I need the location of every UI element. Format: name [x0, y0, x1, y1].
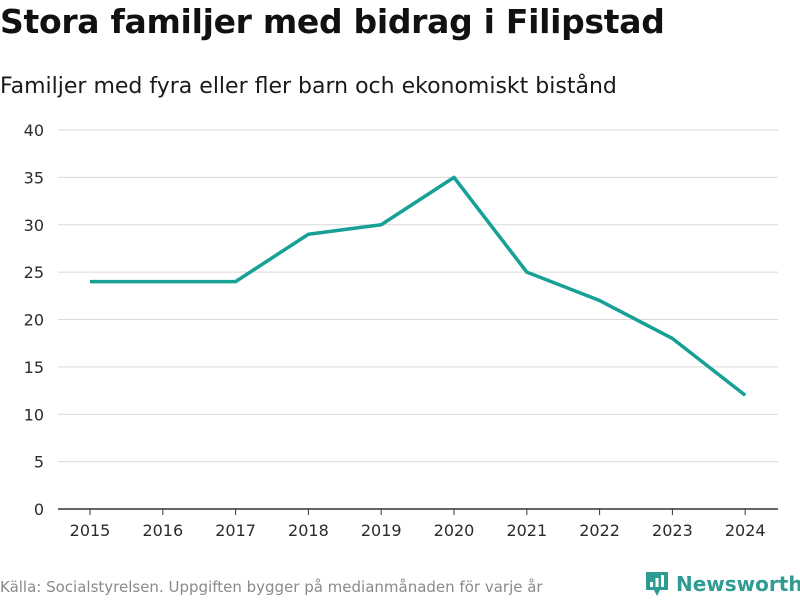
y-tick-label: 30 [24, 216, 44, 235]
x-tick-label: 2019 [361, 521, 402, 540]
y-tick-label: 20 [24, 311, 44, 330]
x-axis-ticks: 2015 2016 2017 2018 2019 2020 2021 2022 2023 2024 [70, 509, 766, 540]
x-tick-label: 2023 [652, 521, 693, 540]
gridlines [58, 129, 778, 463]
y-tick-label: 35 [24, 168, 44, 187]
y-tick-label: 25 [24, 263, 44, 282]
x-tick-label: 2017 [215, 521, 256, 540]
y-tick-label: 15 [24, 358, 44, 377]
x-tick-label: 2016 [142, 521, 183, 540]
chart-subtitle: Familjer med fyra eller fler barn och ek… [0, 74, 617, 99]
brand-name: Newsworthy [676, 572, 800, 596]
x-tick-label: 2024 [725, 521, 766, 540]
brand-logo: Newsworthy [644, 569, 800, 599]
series-line [90, 175, 747, 397]
source-note: Källa: Socialstyrelsen. Uppgiften bygger… [0, 578, 543, 596]
x-tick-label: 2021 [506, 521, 547, 540]
y-tick-label: 10 [24, 405, 44, 424]
chart-title: Stora familjer med bidrag i Filipstad [0, 2, 665, 41]
y-tick-label: 40 [24, 121, 44, 140]
x-tick-label: 2022 [579, 521, 620, 540]
y-axis-ticks: 0 5 10 15 20 25 30 35 40 [24, 121, 44, 519]
newsworthy-logo-icon [646, 572, 668, 596]
x-tick-label: 2015 [70, 521, 111, 540]
x-tick-label: 2020 [434, 521, 475, 540]
x-tick-label: 2018 [288, 521, 329, 540]
y-tick-label: 5 [34, 453, 44, 472]
y-tick-label: 0 [34, 500, 44, 519]
